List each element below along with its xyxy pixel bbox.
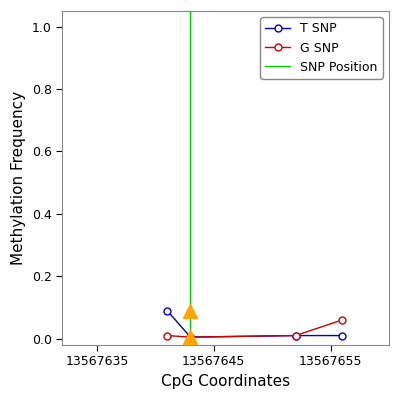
Legend: T SNP, G SNP, SNP Position: T SNP, G SNP, SNP Position	[260, 17, 383, 79]
Y-axis label: Methylation Frequency: Methylation Frequency	[11, 91, 26, 265]
X-axis label: CpG Coordinates: CpG Coordinates	[161, 374, 290, 389]
